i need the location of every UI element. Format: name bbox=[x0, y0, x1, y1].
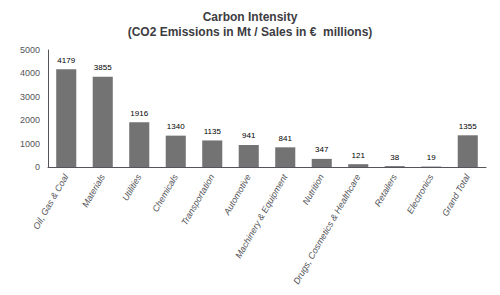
svg-text:(CO2 Emissions in Mt / Sales i: (CO2 Emissions in Mt / Sales in € millio… bbox=[128, 25, 373, 39]
svg-text:Utilities: Utilities bbox=[120, 172, 143, 203]
svg-text:Retailers: Retailers bbox=[373, 172, 400, 208]
svg-text:841: 841 bbox=[279, 134, 293, 143]
svg-text:Oil, Gas & Coal: Oil, Gas & Coal bbox=[31, 172, 71, 231]
svg-text:121: 121 bbox=[352, 151, 366, 160]
svg-text:1916: 1916 bbox=[130, 109, 148, 118]
svg-text:Nutrition: Nutrition bbox=[301, 172, 326, 206]
svg-text:3855: 3855 bbox=[94, 63, 112, 72]
svg-text:1340: 1340 bbox=[167, 122, 185, 131]
svg-text:1355: 1355 bbox=[459, 122, 477, 131]
svg-text:38: 38 bbox=[390, 153, 399, 162]
svg-text:941: 941 bbox=[242, 131, 256, 140]
svg-text:2000: 2000 bbox=[20, 115, 40, 125]
svg-text:19: 19 bbox=[427, 153, 436, 162]
svg-text:4179: 4179 bbox=[57, 56, 75, 65]
svg-text:Materials: Materials bbox=[80, 172, 107, 209]
svg-text:Carbon Intensity: Carbon Intensity bbox=[203, 10, 298, 24]
svg-text:3000: 3000 bbox=[20, 92, 40, 102]
svg-text:5000: 5000 bbox=[20, 45, 40, 55]
svg-text:Chemicals: Chemicals bbox=[150, 172, 180, 214]
svg-text:1135: 1135 bbox=[204, 127, 222, 136]
svg-text:Electronics: Electronics bbox=[405, 172, 436, 215]
svg-text:4000: 4000 bbox=[20, 68, 40, 78]
svg-text:Transportation: Transportation bbox=[179, 172, 216, 227]
svg-text:Machinery & Equipment: Machinery & Equipment bbox=[233, 172, 290, 260]
svg-text:347: 347 bbox=[315, 145, 329, 154]
svg-text:1000: 1000 bbox=[20, 139, 40, 149]
svg-text:Drugs, Cosmetics & Healthcare: Drugs, Cosmetics & Healthcare bbox=[291, 172, 362, 286]
svg-text:Grand Total: Grand Total bbox=[440, 172, 472, 218]
svg-text:Automotive: Automotive bbox=[221, 172, 253, 217]
svg-text:0: 0 bbox=[35, 162, 40, 172]
